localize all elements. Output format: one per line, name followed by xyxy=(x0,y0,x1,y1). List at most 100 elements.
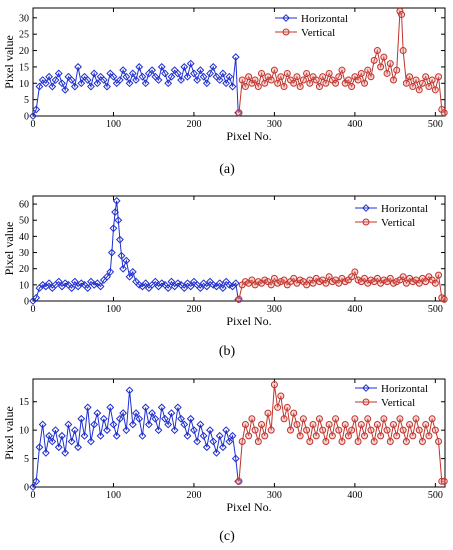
y-tick-label: 30 xyxy=(19,248,29,259)
data-point-horizontal xyxy=(93,79,102,88)
data-point-vertical xyxy=(383,426,391,434)
y-tick-label: 15 xyxy=(19,397,29,408)
data-point-horizontal xyxy=(119,409,128,418)
data-point-vertical xyxy=(367,73,375,81)
data-point-vertical xyxy=(241,83,249,91)
y-tick-label: 5 xyxy=(24,95,29,106)
data-point-vertical xyxy=(335,426,343,434)
data-point-vertical xyxy=(322,79,330,87)
data-point-horizontal xyxy=(111,208,119,217)
data-point-vertical xyxy=(435,271,443,279)
data-point-horizontal xyxy=(67,437,76,446)
data-point-horizontal xyxy=(58,431,66,440)
x-axis-title: Pixel No. xyxy=(226,500,271,514)
legend: Horizontal Vertical xyxy=(355,203,428,229)
data-point-vertical xyxy=(287,426,294,434)
data-point-horizontal xyxy=(58,79,66,88)
data-point-vertical xyxy=(315,83,323,91)
data-point-horizontal xyxy=(183,72,192,81)
data-point-vertical xyxy=(380,415,388,423)
data-point-horizontal xyxy=(196,420,205,429)
data-point-vertical xyxy=(248,276,256,284)
data-point-vertical xyxy=(309,420,317,428)
data-point-vertical xyxy=(296,432,304,440)
data-point-horizontal xyxy=(83,76,92,84)
data-point-horizontal xyxy=(141,79,150,88)
y-tick-label: 50 xyxy=(19,216,29,227)
data-point-horizontal xyxy=(215,76,224,84)
data-point-vertical xyxy=(415,279,423,287)
data-point-horizontal xyxy=(96,282,105,291)
data-point-horizontal xyxy=(103,272,111,281)
data-point-vertical xyxy=(377,63,385,71)
data-point-horizontal xyxy=(138,431,147,440)
data-point-horizontal xyxy=(87,437,95,446)
data-point-horizontal xyxy=(186,414,195,423)
data-point-horizontal xyxy=(193,76,202,84)
legend-marker-vertical xyxy=(362,398,370,406)
data-point-vertical xyxy=(415,426,423,434)
x-tick-label: 300 xyxy=(267,119,282,130)
data-point-horizontal xyxy=(170,426,179,435)
data-point-vertical xyxy=(354,76,362,84)
data-point-vertical xyxy=(361,79,369,87)
data-point-vertical xyxy=(390,76,397,84)
data-point-vertical xyxy=(241,420,249,428)
data-point-vertical xyxy=(235,477,243,485)
data-point-horizontal xyxy=(209,437,218,446)
data-point-horizontal xyxy=(119,66,128,75)
data-point-vertical xyxy=(274,79,282,87)
data-point-vertical xyxy=(380,276,388,284)
data-point-horizontal xyxy=(67,284,76,292)
x-tick-label: 500 xyxy=(428,119,443,130)
data-point-horizontal xyxy=(122,256,131,265)
data-point-horizontal xyxy=(77,79,86,88)
data-point-vertical xyxy=(280,83,288,91)
data-point-vertical xyxy=(325,69,333,77)
x-tick-label: 200 xyxy=(186,119,201,130)
data-point-horizontal xyxy=(138,72,147,81)
data-point-horizontal xyxy=(122,426,131,435)
data-point-vertical xyxy=(254,83,262,91)
legend-marker-horizontal xyxy=(362,384,370,392)
series-vertical xyxy=(235,268,448,303)
data-point-horizontal xyxy=(231,279,240,288)
data-point-horizontal xyxy=(122,72,131,81)
data-point-vertical xyxy=(393,278,401,286)
data-point-vertical xyxy=(267,281,275,289)
y-axis-title: Pixel value xyxy=(2,222,16,276)
data-point-horizontal xyxy=(32,105,41,114)
data-point-horizontal xyxy=(180,284,189,292)
data-point-horizontal xyxy=(61,85,70,94)
y-tick-label: 10 xyxy=(19,79,29,90)
x-tick-label: 400 xyxy=(347,490,362,501)
series-vertical xyxy=(235,381,448,485)
data-point-horizontal xyxy=(193,437,202,446)
data-point-horizontal xyxy=(190,426,198,435)
data-point-vertical xyxy=(364,415,372,423)
data-point-horizontal xyxy=(112,431,121,440)
data-point-horizontal xyxy=(77,414,86,423)
data-point-vertical xyxy=(396,415,404,423)
data-point-vertical xyxy=(319,426,327,434)
data-point-horizontal xyxy=(132,409,140,418)
y-tick-label: 40 xyxy=(19,232,29,243)
data-point-vertical xyxy=(235,109,243,117)
data-point-vertical xyxy=(390,420,397,428)
series-line-vertical xyxy=(238,384,445,482)
series-horizontal xyxy=(29,196,243,305)
data-point-vertical xyxy=(406,420,414,428)
data-point-horizontal xyxy=(225,72,234,81)
data-point-vertical xyxy=(261,276,269,284)
data-point-horizontal xyxy=(151,414,160,423)
legend-label-vertical: Vertical xyxy=(381,397,415,409)
data-point-horizontal xyxy=(132,76,140,84)
data-point-horizontal xyxy=(148,409,157,418)
data-point-vertical xyxy=(258,69,266,77)
legend: Horizontal Vertical xyxy=(275,13,348,39)
data-point-vertical xyxy=(267,426,275,434)
data-point-horizontal xyxy=(29,112,37,120)
data-point-vertical xyxy=(274,403,282,411)
data-point-vertical xyxy=(415,86,423,94)
